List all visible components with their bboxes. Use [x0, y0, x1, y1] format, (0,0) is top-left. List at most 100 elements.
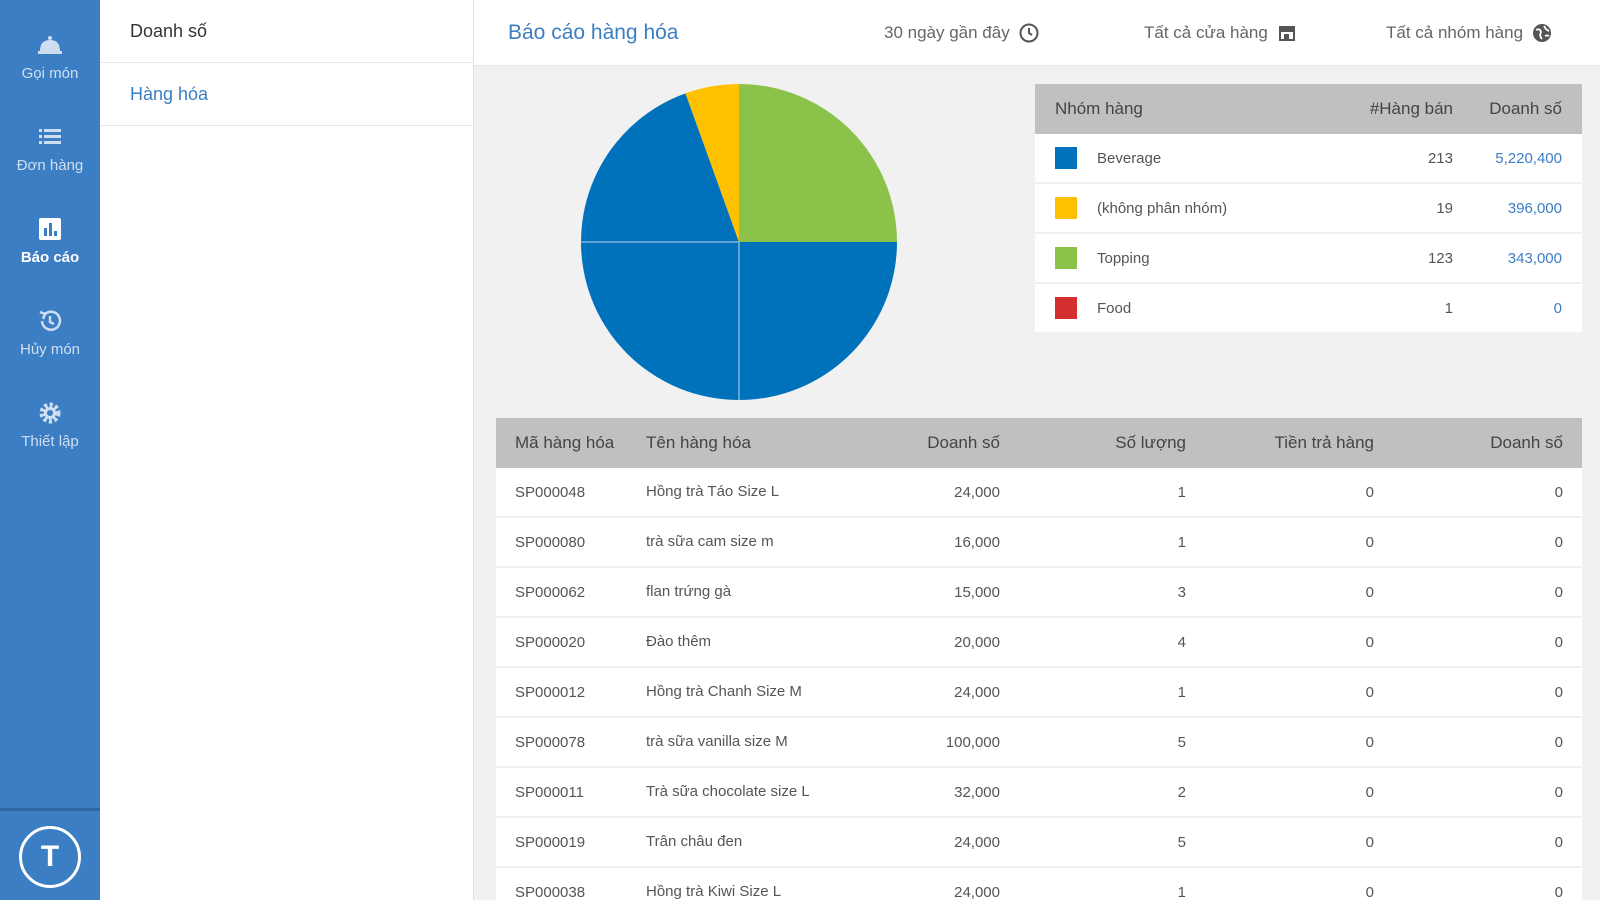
revenue-link[interactable]: 343,000: [1507, 249, 1562, 267]
item-revenue: 0: [1554, 633, 1563, 651]
item-sales: 24,000: [954, 483, 1000, 501]
item-revenue: 0: [1554, 783, 1563, 801]
qty-cell: 123: [1427, 249, 1453, 267]
item-returned: 0: [1365, 483, 1374, 501]
item-code: SP000020: [515, 633, 586, 651]
item-sales: 24,000: [954, 833, 1000, 851]
bell-icon: [38, 35, 62, 54]
item-name: Hồng trà Chanh Size M: [646, 683, 802, 700]
item-qty: 1: [1177, 683, 1186, 701]
table-header: Nhóm hàng #Hàng bán Doanh số: [1035, 84, 1582, 134]
page-title: Báo cáo hàng hóa: [508, 21, 679, 44]
item-name: flan trứng gà: [646, 583, 732, 600]
item-returned: 0: [1365, 883, 1374, 900]
submenu-item-hang-hoa[interactable]: Hàng hóa: [100, 63, 473, 126]
revenue-link[interactable]: 5,220,400: [1495, 149, 1562, 167]
group-pie-chart: [581, 84, 897, 401]
table-row: Beverage 213 5,220,400: [1035, 134, 1582, 184]
main-nav: Gọi món Đơn hàng Báo cáo Hủy món Thiết l…: [0, 0, 100, 900]
header-code[interactable]: Mã hàng hóa: [515, 433, 615, 452]
filter-label: Tất cả cửa hàng: [1144, 23, 1268, 42]
group-filter[interactable]: Tất cả nhóm hàng: [1386, 22, 1553, 44]
color-swatch: [1055, 297, 1077, 319]
item-code: SP000062: [515, 583, 586, 601]
nav-item-don-hang[interactable]: Đơn hàng: [0, 102, 100, 194]
header-qty[interactable]: #Hàng bán: [1369, 99, 1453, 118]
table-row[interactable]: SP000062 flan trứng gà 15,000 3 0 0: [496, 568, 1582, 618]
table-row[interactable]: SP000078 trà sữa vanilla size M 100,000 5 0 0: [496, 718, 1582, 768]
item-returned: 0: [1365, 783, 1374, 801]
date-range-filter[interactable]: 30 ngày gần đây: [884, 22, 1040, 44]
qty-cell: 213: [1427, 149, 1453, 167]
item-name: trà sữa vanilla size M: [646, 733, 788, 750]
item-name: Trà sữa chocolate size L: [646, 783, 810, 800]
item-revenue: 0: [1554, 533, 1563, 551]
table-row[interactable]: SP000048 Hồng trà Táo Size L 24,000 1 0 0: [496, 468, 1582, 518]
pie-slice: [739, 84, 897, 242]
item-sales: 24,000: [954, 883, 1000, 900]
item-qty: 2: [1177, 783, 1186, 801]
table-row: Food 1 0: [1035, 284, 1582, 334]
report-submenu: Doanh số Hàng hóa: [100, 0, 474, 900]
nav-label: Thiết lập: [21, 432, 79, 450]
group-name: Food: [1097, 299, 1132, 317]
item-sales: 15,000: [954, 583, 1000, 601]
store-icon: [1278, 26, 1295, 41]
revenue-link[interactable]: 396,000: [1507, 199, 1562, 217]
item-qty: 1: [1177, 483, 1186, 501]
nav-item-goi-mon[interactable]: Gọi món: [0, 10, 100, 102]
nav-item-huy-mon[interactable]: Hủy món: [0, 286, 100, 378]
header-group[interactable]: Nhóm hàng: [1055, 99, 1143, 118]
table-row[interactable]: SP000038 Hồng trà Kiwi Size L 24,000 1 0 0: [496, 868, 1582, 900]
table-header: Mã hàng hóa Tên hàng hóa Doanh số Số lượ…: [496, 418, 1582, 468]
table-row[interactable]: SP000020 Đào thêm 20,000 4 0 0: [496, 618, 1582, 668]
table-row[interactable]: SP000012 Hồng trà Chanh Size M 24,000 1 0 0: [496, 668, 1582, 718]
item-code: SP000078: [515, 733, 586, 751]
item-qty: 5: [1177, 833, 1186, 851]
item-revenue: 0: [1554, 583, 1563, 601]
nav-item-thiet-lap[interactable]: Thiết lập: [0, 378, 100, 470]
item-revenue: 0: [1554, 733, 1563, 751]
submenu-item-doanh-so[interactable]: Doanh số: [100, 0, 473, 63]
group-cell: Food: [1035, 297, 1325, 319]
item-returned: 0: [1365, 683, 1374, 701]
header-sales[interactable]: Doanh số: [927, 433, 1000, 452]
header-returned[interactable]: Tiền trả hàng: [1274, 433, 1374, 452]
item-code: SP000019: [515, 833, 586, 851]
avatar[interactable]: T: [19, 826, 81, 888]
header-revenue[interactable]: Doanh số: [1489, 99, 1562, 118]
revenue-link[interactable]: 0: [1553, 299, 1562, 317]
store-filter[interactable]: Tất cả cửa hàng: [1144, 22, 1298, 44]
header-revenue[interactable]: Doanh số: [1490, 433, 1563, 452]
item-code: SP000012: [515, 683, 586, 701]
item-code: SP000080: [515, 533, 586, 551]
table-row[interactable]: SP000080 trà sữa cam size m 16,000 1 0 0: [496, 518, 1582, 568]
item-revenue: 0: [1554, 683, 1563, 701]
group-cell: Topping: [1035, 247, 1325, 269]
group-name: (không phân nhóm): [1097, 199, 1228, 217]
item-returned: 0: [1365, 583, 1374, 601]
page-header: Báo cáo hàng hóa 30 ngày gần đây Tất cả …: [474, 0, 1600, 66]
qty-cell: 19: [1436, 199, 1453, 217]
item-code: SP000048: [515, 483, 586, 501]
nav-label: Gọi món: [21, 64, 79, 82]
globe-icon: [1533, 24, 1552, 42]
item-qty: 1: [1177, 883, 1186, 900]
table-row[interactable]: SP000019 Trân châu đen 24,000 5 0 0: [496, 818, 1582, 868]
header-name[interactable]: Tên hàng hóa: [646, 433, 751, 452]
header-qty[interactable]: Số lượng: [1115, 433, 1186, 452]
nav-item-bao-cao[interactable]: Báo cáo: [0, 194, 100, 286]
item-returned: 0: [1365, 833, 1374, 851]
history-icon: [39, 309, 62, 331]
gear-icon: [39, 402, 61, 423]
table-row[interactable]: SP000011 Trà sữa chocolate size L 32,000 2 0…: [496, 768, 1582, 818]
nav-label: Báo cáo: [20, 248, 80, 266]
table-row: (không phân nhóm) 19 396,000: [1035, 184, 1582, 234]
item-qty: 1: [1177, 533, 1186, 551]
item-name: Hồng trà Táo Size L: [646, 483, 780, 500]
group-summary-table: Nhóm hàng #Hàng bán Doanh số Beverage 213…: [1035, 84, 1582, 334]
items-table: Mã hàng hóa Tên hàng hóa Doanh số Số lượ…: [496, 418, 1582, 900]
list-icon: [39, 128, 61, 144]
filter-label: Tất cả nhóm hàng: [1386, 23, 1524, 42]
item-sales: 20,000: [954, 633, 1000, 651]
